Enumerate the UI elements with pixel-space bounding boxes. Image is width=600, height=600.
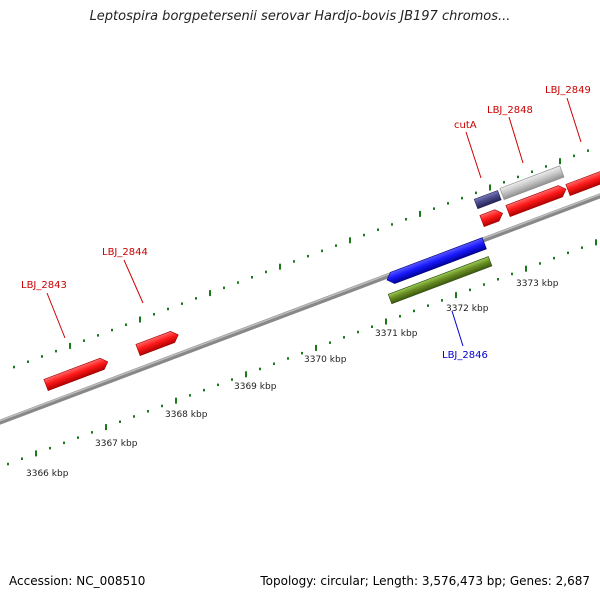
gene-feature-cuta-alt[interactable]	[473, 190, 502, 210]
gene-feature-lbj-2848-alt[interactable]	[499, 165, 565, 201]
genome-backbone	[0, 193, 600, 425]
gene-label-lbj-2849[interactable]: LBJ_2849	[545, 85, 591, 96]
gene-label-lbj-2843[interactable]: LBJ_2843	[21, 280, 67, 291]
label-leader-lbj-2849	[566, 97, 582, 143]
gene-feature-lbj-2843[interactable]	[43, 356, 110, 392]
label-leader-lbj-2848	[508, 116, 524, 164]
gene-feature-cuta[interactable]	[479, 208, 505, 228]
gene-label-lbj-2848[interactable]: LBJ_2848	[487, 105, 533, 116]
scale-tick-label: 3366 kbp	[26, 469, 69, 479]
gene-label-cuta[interactable]: cutA	[454, 120, 477, 131]
reverse-tick-track	[7, 239, 597, 466]
gene-feature-lbj-2846-rna[interactable]	[387, 256, 493, 305]
map-title: Leptospira borgpetersenii serovar Hardjo…	[89, 9, 511, 24]
accession-text: Accession: NC_008510	[9, 574, 146, 588]
scale-tick-label: 3367 kbp	[95, 439, 138, 449]
genome-summary-text: Topology: circular; Length: 3,576,473 bp…	[260, 574, 590, 588]
gene-feature-lbj-2846[interactable]	[385, 237, 487, 286]
gene-label-lbj-2846[interactable]: LBJ_2846	[442, 350, 488, 361]
gene-label-lbj-2844[interactable]: LBJ_2844	[102, 247, 148, 258]
gene-feature-lbj-2849[interactable]	[565, 166, 600, 197]
label-leader-lbj-2846	[451, 310, 464, 347]
scale-tick-label: 3371 kbp	[375, 329, 418, 339]
scale-tick-label: 3372 kbp	[446, 304, 489, 314]
scale-tick-label: 3368 kbp	[165, 410, 208, 420]
gene-feature-lbj-2844[interactable]	[135, 329, 180, 357]
label-leader-lbj-2843	[46, 292, 66, 339]
forward-gene-track	[43, 165, 600, 392]
reverse-gene-track	[385, 237, 493, 305]
scale-tick-label: 3373 kbp	[516, 279, 559, 289]
forward-tick-track	[13, 149, 589, 369]
scale-tick-label: 3369 kbp	[234, 382, 277, 392]
gene-feature-lbj-2848[interactable]	[505, 184, 568, 218]
label-leader-cuta	[465, 131, 482, 179]
label-leader-lbj-2844	[123, 259, 144, 304]
scale-tick-label: 3370 kbp	[304, 355, 347, 365]
genome-backbone-highlight	[0, 193, 600, 422]
